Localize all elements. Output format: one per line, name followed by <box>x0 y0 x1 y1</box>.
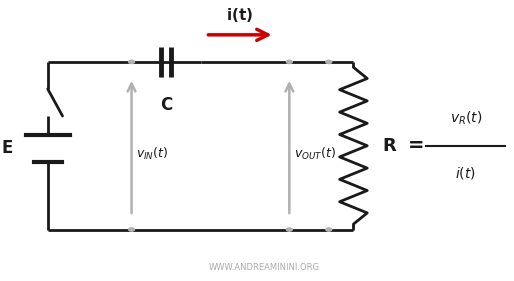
Text: $v_{OUT}(t)$: $v_{OUT}(t)$ <box>294 146 336 162</box>
Text: E: E <box>2 139 13 157</box>
Circle shape <box>128 228 135 231</box>
Text: $i(t)$: $i(t)$ <box>455 165 476 181</box>
Circle shape <box>326 60 332 64</box>
Text: $v_{IN}(t)$: $v_{IN}(t)$ <box>137 146 169 162</box>
Text: $\mathbf{i(t)}$: $\mathbf{i(t)}$ <box>227 6 253 24</box>
Text: $v_R(t)$: $v_R(t)$ <box>450 110 482 127</box>
Circle shape <box>286 60 292 64</box>
Text: C: C <box>160 96 172 114</box>
Circle shape <box>286 228 292 231</box>
Text: WWW.ANDREAMININI.ORG: WWW.ANDREAMININI.ORG <box>209 263 320 272</box>
Text: R: R <box>382 137 396 155</box>
Text: =: = <box>408 136 425 155</box>
Circle shape <box>128 60 135 64</box>
Circle shape <box>326 228 332 231</box>
